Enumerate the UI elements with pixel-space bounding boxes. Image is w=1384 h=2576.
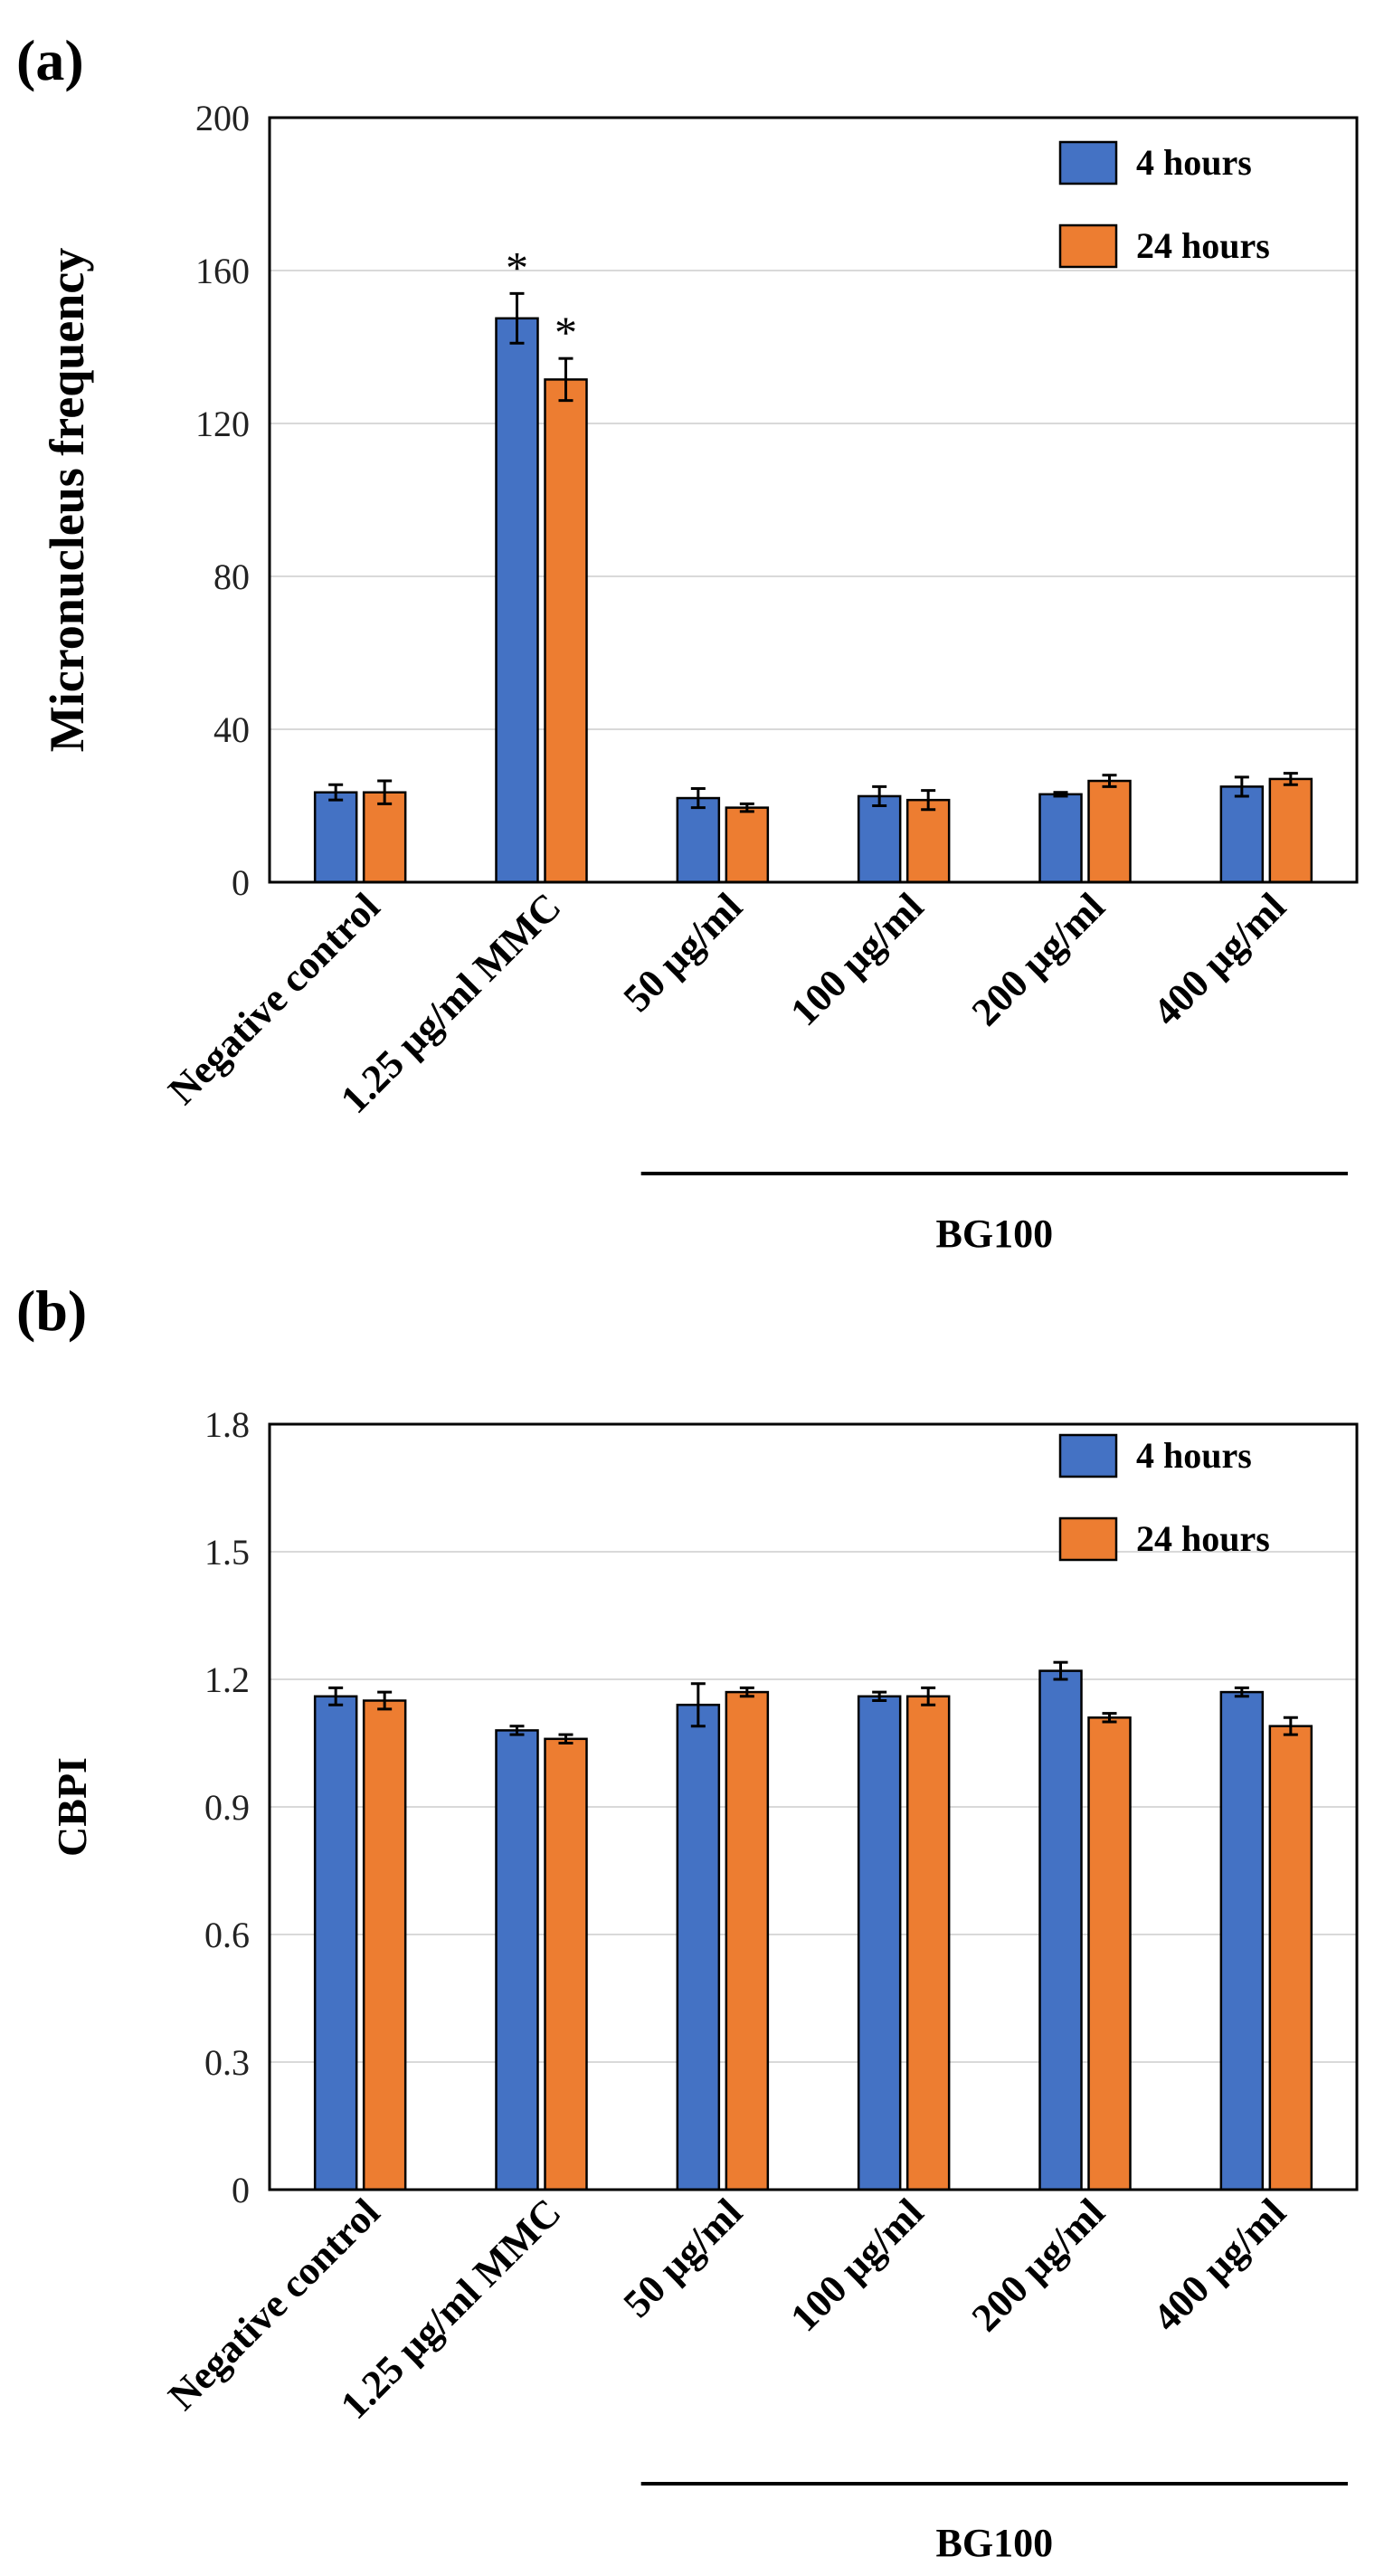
- bar-4h: [676, 796, 721, 884]
- chart-panel-a: (a) 0 40 80 120 160 200 Micronucleus frequency *…: [16, 28, 1359, 1256]
- x-category-label: 400 µg/ml: [1144, 884, 1294, 1034]
- bar-4h: [857, 794, 902, 884]
- y-tick-label: 0: [232, 2170, 250, 2210]
- x-category-label: 200 µg/ml: [963, 884, 1114, 1034]
- y-tick-label: 80: [213, 556, 250, 597]
- y-tick-label: 40: [213, 709, 250, 750]
- legend-label: 4 hours: [1136, 1435, 1252, 1476]
- bar-4h: [313, 1695, 358, 2191]
- bar-24h: [362, 791, 407, 884]
- bar-24h: [725, 1690, 770, 2191]
- x-category-label: 50 µg/ml: [615, 2190, 751, 2325]
- y-axis-label: CBPI: [49, 1757, 95, 1857]
- legend-swatch-4h: [1058, 1433, 1118, 1478]
- x-category-label: 50 µg/ml: [615, 884, 751, 1020]
- bar-24h: [1087, 779, 1132, 884]
- x-category-label: 200 µg/ml: [963, 2190, 1114, 2340]
- bar-4h: [313, 791, 358, 884]
- x-category-label: 400 µg/ml: [1144, 2190, 1294, 2340]
- significance-asterisk: *: [506, 242, 528, 292]
- legend-label: 4 hours: [1136, 142, 1252, 183]
- bar-4h: [857, 1695, 902, 2191]
- y-tick-label: 0.6: [204, 1915, 250, 1955]
- group-label: BG100: [936, 2521, 1054, 2565]
- y-tick-label: 200: [195, 98, 250, 138]
- panel-label: (a): [16, 28, 84, 92]
- y-tick-label: 0: [232, 862, 250, 903]
- group-label: BG100: [936, 1212, 1054, 1256]
- x-category-label: 100 µg/ml: [782, 2190, 932, 2340]
- significance-asterisk: *: [555, 307, 577, 357]
- panel-label: (b): [16, 1278, 87, 1343]
- plot-frame: [268, 116, 1359, 884]
- bar-24h: [905, 798, 951, 884]
- bar-24h: [1268, 1725, 1313, 2191]
- bar-24h: [362, 1699, 407, 2191]
- plot-frame: [268, 1422, 1359, 2191]
- y-tick-label: 0.3: [204, 2042, 250, 2083]
- bar-4h: [1038, 793, 1083, 884]
- legend-label: 24 hours: [1136, 225, 1270, 266]
- bar-4h: [495, 1729, 539, 2191]
- bar-4h: [1219, 1690, 1265, 2191]
- bar-4h: [1219, 785, 1265, 884]
- legend-swatch-24h: [1058, 223, 1118, 269]
- bar-4h: [495, 317, 539, 884]
- y-tick-label: 1.8: [204, 1404, 250, 1445]
- chart-panel-b: (b) 0 0.3 0.6 0.9 1.2 1.5 1.8 CBPI 4 hours 24 hour…: [16, 1278, 1359, 2565]
- y-tick-label: 1.5: [204, 1532, 250, 1573]
- y-tick-label: 1.2: [204, 1659, 250, 1700]
- legend-swatch-24h: [1058, 1516, 1118, 1562]
- bar-4h: [1038, 1669, 1083, 2191]
- bar-24h: [1268, 777, 1313, 884]
- legend-label: 24 hours: [1136, 1518, 1270, 1559]
- bar-24h: [544, 378, 588, 884]
- bar-24h: [725, 806, 770, 884]
- y-axis-label: Micronucleus frequency: [40, 248, 94, 752]
- bar-24h: [544, 1737, 588, 2191]
- bar-4h: [676, 1703, 721, 2191]
- y-tick-label: 0.9: [204, 1787, 250, 1828]
- bar-24h: [905, 1695, 951, 2191]
- bar-24h: [1087, 1716, 1132, 2191]
- legend-swatch-4h: [1058, 140, 1118, 185]
- y-tick-label: 160: [195, 251, 250, 291]
- x-category-label: 100 µg/ml: [782, 884, 932, 1034]
- y-tick-label: 120: [195, 404, 250, 444]
